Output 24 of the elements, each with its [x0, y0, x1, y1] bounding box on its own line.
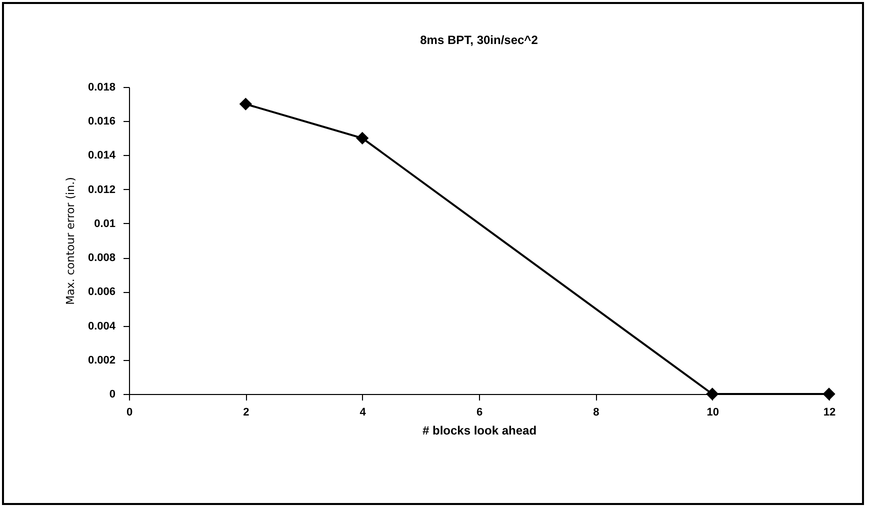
x-axis-title: # blocks look ahead [422, 424, 537, 438]
y-tick-label: 0 [109, 388, 116, 400]
y-tick-label: 0.004 [88, 320, 116, 332]
y-tick-label: 0.012 [88, 184, 116, 196]
x-tick-label: 10 [706, 406, 719, 418]
x-tick-label: 8 [593, 406, 600, 418]
y-tick-label: 0.002 [88, 354, 116, 366]
point [706, 388, 719, 400]
y-tick-label: 0.01 [94, 218, 116, 230]
y-tick-label: 0.016 [88, 116, 116, 128]
x-tick-label: 6 [476, 406, 483, 418]
point [356, 132, 369, 144]
x-tick-label: 0 [126, 406, 133, 418]
y-tick-label: 0.006 [88, 286, 116, 298]
y-tick-label: 0.014 [88, 150, 116, 162]
point [822, 388, 836, 400]
y-tick-label: 0.008 [88, 252, 116, 264]
x-tick-label: 4 [360, 406, 367, 418]
x-tick-label: 2 [243, 406, 250, 418]
y-axis-title: Max. contour error (in.) [64, 177, 77, 305]
chart-title: 8ms BPT, 30in/sec^2 [420, 33, 538, 47]
x-tick-label: 12 [823, 406, 836, 418]
point [239, 98, 252, 110]
y-tick-label: 0.018 [88, 82, 116, 94]
